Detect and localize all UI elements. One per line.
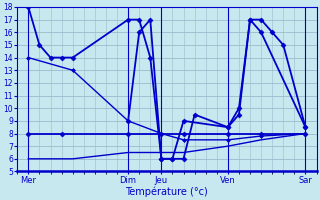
X-axis label: Température (°c): Température (°c) xyxy=(125,186,208,197)
